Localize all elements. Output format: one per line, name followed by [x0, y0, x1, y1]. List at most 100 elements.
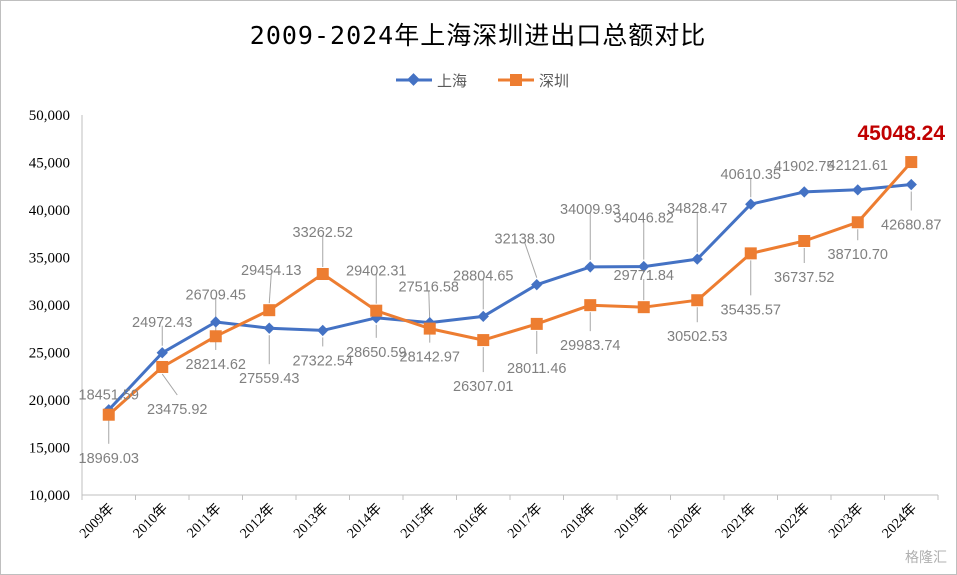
- data-label-shanghai: 42680.87: [881, 218, 941, 234]
- data-label-shenzhen: 26307.01: [453, 379, 513, 395]
- x-tick-label: 2015年: [398, 501, 439, 542]
- data-label-shenzhen: 33262.52: [293, 225, 353, 241]
- data-label-shanghai: 28650.59: [346, 345, 406, 361]
- data-point-shenzhen: [316, 268, 329, 281]
- data-label-shanghai: 28804.65: [453, 268, 513, 284]
- legend-marker-shanghai: [407, 73, 420, 86]
- data-point-shanghai: [156, 347, 168, 359]
- data-label-shanghai: 34009.93: [560, 202, 620, 218]
- x-tick-label: 2023年: [826, 501, 867, 542]
- label-leader-lines: [108, 178, 912, 444]
- series-line-shenzhen: [107, 161, 913, 416]
- x-tick-label: 2014年: [344, 501, 385, 542]
- label-leader-line: [524, 242, 538, 278]
- data-label-shanghai: 28214.62: [186, 357, 246, 373]
- data-point-shanghai: [477, 310, 489, 323]
- data-label-shenzhen: 18451.59: [79, 388, 139, 404]
- data-point-shanghai: [852, 184, 864, 196]
- data-point-shenzhen: [744, 247, 757, 260]
- data-point-shenzhen: [263, 304, 276, 317]
- chart-title: 2009-2024年上海深圳进出口总额对比: [250, 21, 706, 50]
- x-tick-label: 2021年: [719, 501, 760, 542]
- x-tick-label: 2018年: [558, 501, 599, 542]
- data-point-shenzhen: [530, 317, 543, 330]
- data-label-shanghai: 27322.54: [293, 353, 353, 369]
- legend: 上海 深圳: [396, 72, 569, 90]
- y-tick-label: 30,000: [29, 298, 70, 314]
- x-tick-label: 2013年: [291, 501, 332, 542]
- data-label-shenzhen: 30502.53: [667, 329, 727, 345]
- data-point-shanghai: [210, 316, 222, 328]
- data-label-shanghai: 34046.82: [614, 211, 674, 227]
- data-point-shenzhen: [798, 234, 811, 247]
- series-line-shanghai: [107, 183, 912, 411]
- data-point-shenzhen: [423, 322, 436, 335]
- data-label-shenzhen: 26709.45: [186, 287, 246, 303]
- legend-item-shanghai: 上海: [396, 72, 467, 90]
- data-point-shanghai: [317, 324, 329, 337]
- data-label-shenzhen: 29983.74: [560, 338, 620, 354]
- watermark: 格隆汇: [905, 550, 947, 566]
- data-point-shanghai: [263, 322, 275, 334]
- data-label-shanghai: 18969.03: [79, 451, 139, 467]
- y-tick-label: 25,000: [29, 346, 70, 362]
- x-tick-label: 2019年: [612, 501, 653, 542]
- data-label-shanghai: 40610.35: [721, 167, 781, 183]
- data-label-shenzhen: 29454.13: [241, 263, 301, 279]
- data-point-shanghai: [905, 178, 917, 191]
- y-axis: 10,000 15,000 20,000 25,000 30,000 35,000 40,0…: [29, 108, 83, 504]
- data-label-shanghai: 34828.47: [667, 201, 727, 217]
- legend-label-shenzhen: 深圳: [539, 72, 569, 90]
- y-tick-label: 50,000: [29, 108, 70, 124]
- data-label-shenzhen: 29771.84: [614, 268, 674, 284]
- data-label-shanghai: 28142.97: [400, 350, 460, 366]
- data-point-shanghai: [798, 186, 810, 198]
- data-point-shenzhen: [851, 216, 864, 229]
- x-tick-label: 2009年: [77, 501, 118, 542]
- data-point-shanghai: [584, 261, 596, 273]
- data-point-shenzhen: [637, 301, 650, 314]
- data-label-shanghai: 42121.61: [828, 158, 888, 174]
- x-tick-label: 2020年: [665, 501, 706, 542]
- x-tick-label: 2016年: [451, 501, 492, 542]
- x-tick-label: 2011年: [184, 501, 225, 542]
- data-point-shenzhen: [477, 334, 490, 347]
- x-tick-label: 2012年: [237, 501, 278, 542]
- x-axis: 2009年 2010年 2011年 2012年 2013年 2014年 2015年 2016年…: [77, 494, 939, 542]
- data-point-shanghai: [638, 260, 650, 273]
- legend-marker-shenzhen: [510, 74, 522, 86]
- label-leader-line: [268, 274, 272, 304]
- highlight-data-label: 45048.24: [857, 122, 945, 145]
- x-tick-label: 2024年: [879, 501, 920, 542]
- y-tick-label: 45,000: [29, 156, 70, 172]
- x-tick-label: 2022年: [772, 501, 813, 542]
- data-point-shenzhen: [905, 156, 918, 169]
- y-tick-label: 10,000: [29, 488, 70, 504]
- series-markers: [102, 156, 918, 421]
- data-point-shenzhen: [584, 299, 597, 312]
- y-tick-label: 40,000: [29, 203, 70, 219]
- x-tick-label: 2010年: [130, 501, 171, 542]
- data-label-shenzhen: 29402.31: [346, 264, 406, 280]
- y-tick-label: 35,000: [29, 251, 70, 267]
- legend-item-shenzhen: 深圳: [498, 72, 569, 90]
- series-lines: [107, 161, 913, 416]
- data-point-shenzhen: [209, 330, 222, 343]
- data-label-shenzhen: 38710.70: [828, 247, 888, 263]
- data-point-shanghai: [531, 279, 543, 291]
- label-leader-line: [161, 373, 178, 396]
- data-label-shenzhen: 27516.58: [399, 280, 459, 296]
- data-label-shenzhen: 36737.52: [774, 270, 834, 286]
- data-label-shanghai: 27559.43: [239, 371, 299, 387]
- legend-label-shanghai: 上海: [437, 72, 467, 90]
- data-label-shanghai: 24972.43: [132, 315, 192, 331]
- label-leader-line: [428, 290, 431, 322]
- data-point-shenzhen: [156, 360, 169, 373]
- data-label-shanghai: 41902.75: [774, 159, 834, 175]
- data-point-shenzhen: [102, 408, 115, 421]
- data-point-shenzhen: [370, 304, 383, 317]
- data-point-shanghai: [745, 198, 757, 210]
